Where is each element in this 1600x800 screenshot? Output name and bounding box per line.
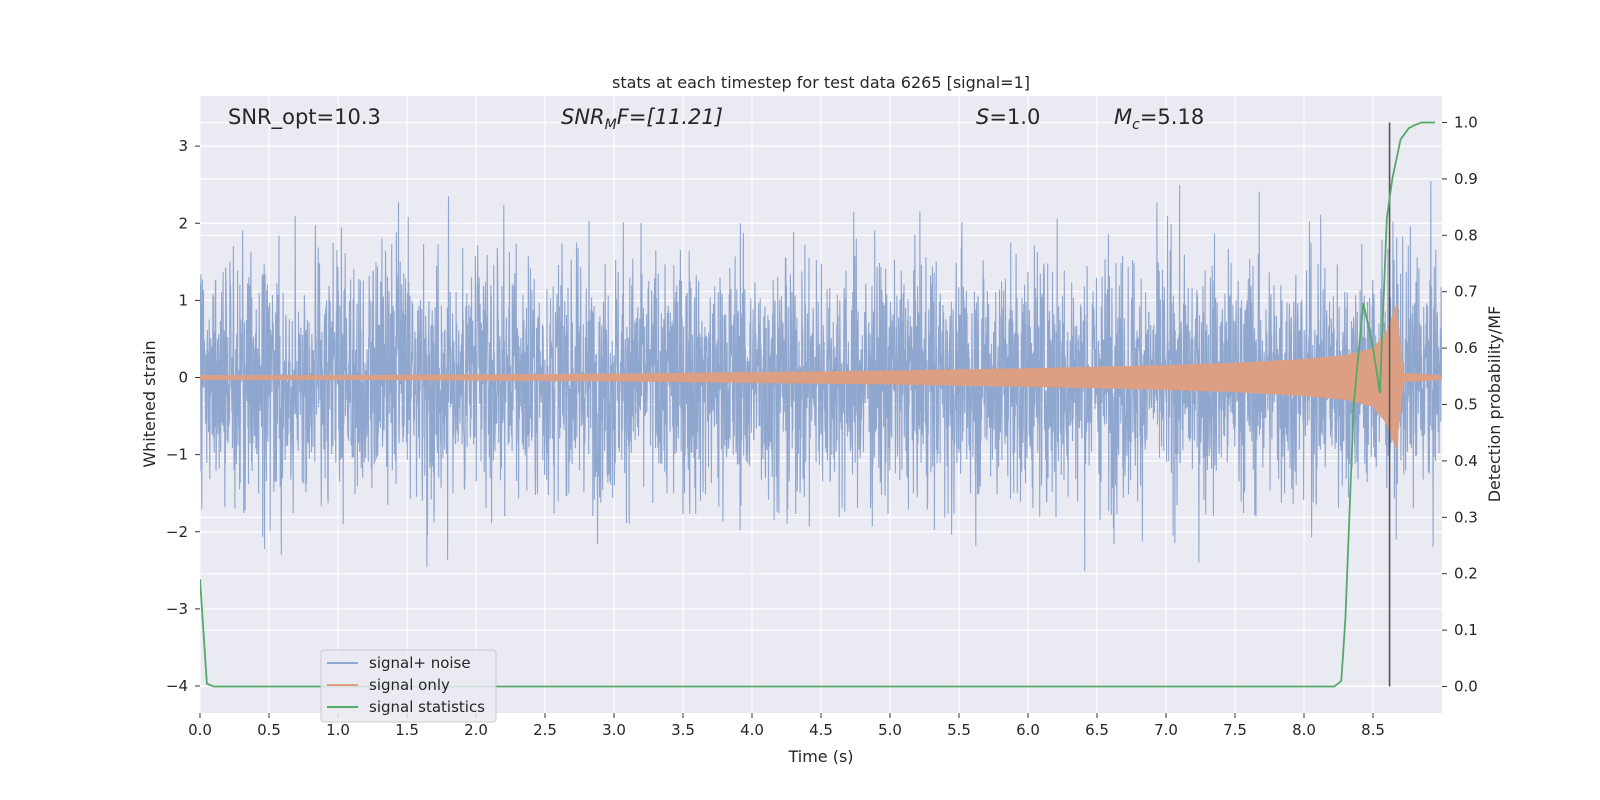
signal-only-line (200, 304, 1442, 450)
y-left-axis-label: Whitened strain (140, 340, 159, 467)
annotation-snr-mf-rest: F=[11.21] (617, 105, 723, 129)
legend-box (320, 649, 497, 723)
legend-label-signal-noise: signal+ noise (369, 654, 471, 672)
annotation-s: S=1.0 (976, 105, 1040, 129)
x-tick-labels: 0.0 0.5 1.0 1.5 2.0 2.5 3.0 3.5 4.0 4.5 5.0 5.5 6.0 6… (188, 713, 1385, 739)
annotation-mc: Mc=5.18 (1114, 105, 1204, 133)
y-right-tick-label: 0.3 (1454, 508, 1478, 526)
annotation-snr-opt: SNR_opt=10.3 (228, 105, 381, 130)
x-tick-label: 4.0 (740, 721, 764, 739)
signal-noise-line (200, 181, 1442, 572)
x-tick-label: 1.0 (326, 721, 350, 739)
x-tick-label: 8.5 (1361, 721, 1385, 739)
x-tick-label: 7.5 (1223, 721, 1247, 739)
y-right-tick-label: 1.0 (1454, 114, 1478, 132)
x-tick-label: 1.5 (395, 721, 419, 739)
x-tick-label: 8.0 (1292, 721, 1316, 739)
annotation-mc-main: M (1114, 105, 1132, 129)
x-tick-label: 0.0 (188, 721, 212, 739)
y-right-tick-label: 0.5 (1454, 396, 1478, 414)
annotation-s-main: S (976, 105, 989, 129)
x-tick-label: 5.0 (878, 721, 902, 739)
y-left-tick-label: 0 (178, 369, 188, 387)
y-left-tick-label: −4 (166, 677, 188, 695)
y-right-tick-label: 0.0 (1454, 677, 1478, 695)
y-left-tick-labels: 3 2 1 0 −1 −2 −3 −4 (166, 137, 200, 695)
chart-title: stats at each timestep for test data 626… (612, 73, 1030, 92)
y-right-tick-label: 0.9 (1454, 170, 1478, 188)
annotation-mc-rest: =5.18 (1140, 105, 1204, 129)
annotation-snr-mf: SNRMF=[11.21] (561, 105, 723, 133)
y-right-tick-label: 0.4 (1454, 452, 1478, 470)
x-tick-label: 0.5 (257, 721, 281, 739)
y-left-tick-label: −2 (166, 523, 188, 541)
y-left-tick-label: −1 (166, 446, 188, 464)
x-tick-label: 5.5 (947, 721, 971, 739)
y-right-tick-label: 0.8 (1454, 226, 1478, 244)
x-tick-label: 6.5 (1085, 721, 1109, 739)
y-left-tick-label: 3 (178, 137, 188, 155)
legend-label-signal-only: signal only (369, 676, 450, 694)
annotation-s-rest: =1.0 (989, 105, 1040, 129)
annotation-snr-mf-sub: M (605, 117, 617, 133)
y-left-tick-label: 2 (178, 214, 188, 232)
x-tick-label: 6.0 (1016, 721, 1040, 739)
x-tick-label: 3.0 (602, 721, 626, 739)
x-tick-label: 7.0 (1154, 721, 1178, 739)
x-axis-label: Time (s) (787, 747, 853, 766)
annotation-mc-sub: c (1132, 117, 1140, 133)
y-right-tick-label: 0.6 (1454, 339, 1478, 357)
legend: signal+ noise signal only signal statist… (320, 649, 497, 723)
y-left-tick-label: 1 (178, 291, 188, 309)
y-left-tick-label: −3 (166, 600, 188, 618)
x-tick-label: 2.5 (533, 721, 557, 739)
x-tick-label: 2.0 (464, 721, 488, 739)
x-tick-label: 3.5 (671, 721, 695, 739)
y-right-axis-label: Detection probability/MF (1485, 306, 1504, 503)
x-tick-label: 4.5 (809, 721, 833, 739)
y-right-tick-labels: 1.0 0.9 0.8 0.7 0.6 0.5 0.4 0.3 0.2 0.1 0.0 (1442, 114, 1478, 695)
y-right-tick-label: 0.2 (1454, 565, 1478, 583)
legend-label-signal-statistics: signal statistics (369, 698, 485, 716)
annotation-snr-mf-main: SNR (561, 105, 605, 129)
y-right-tick-label: 0.7 (1454, 283, 1478, 301)
y-right-tick-label: 0.1 (1454, 621, 1478, 639)
